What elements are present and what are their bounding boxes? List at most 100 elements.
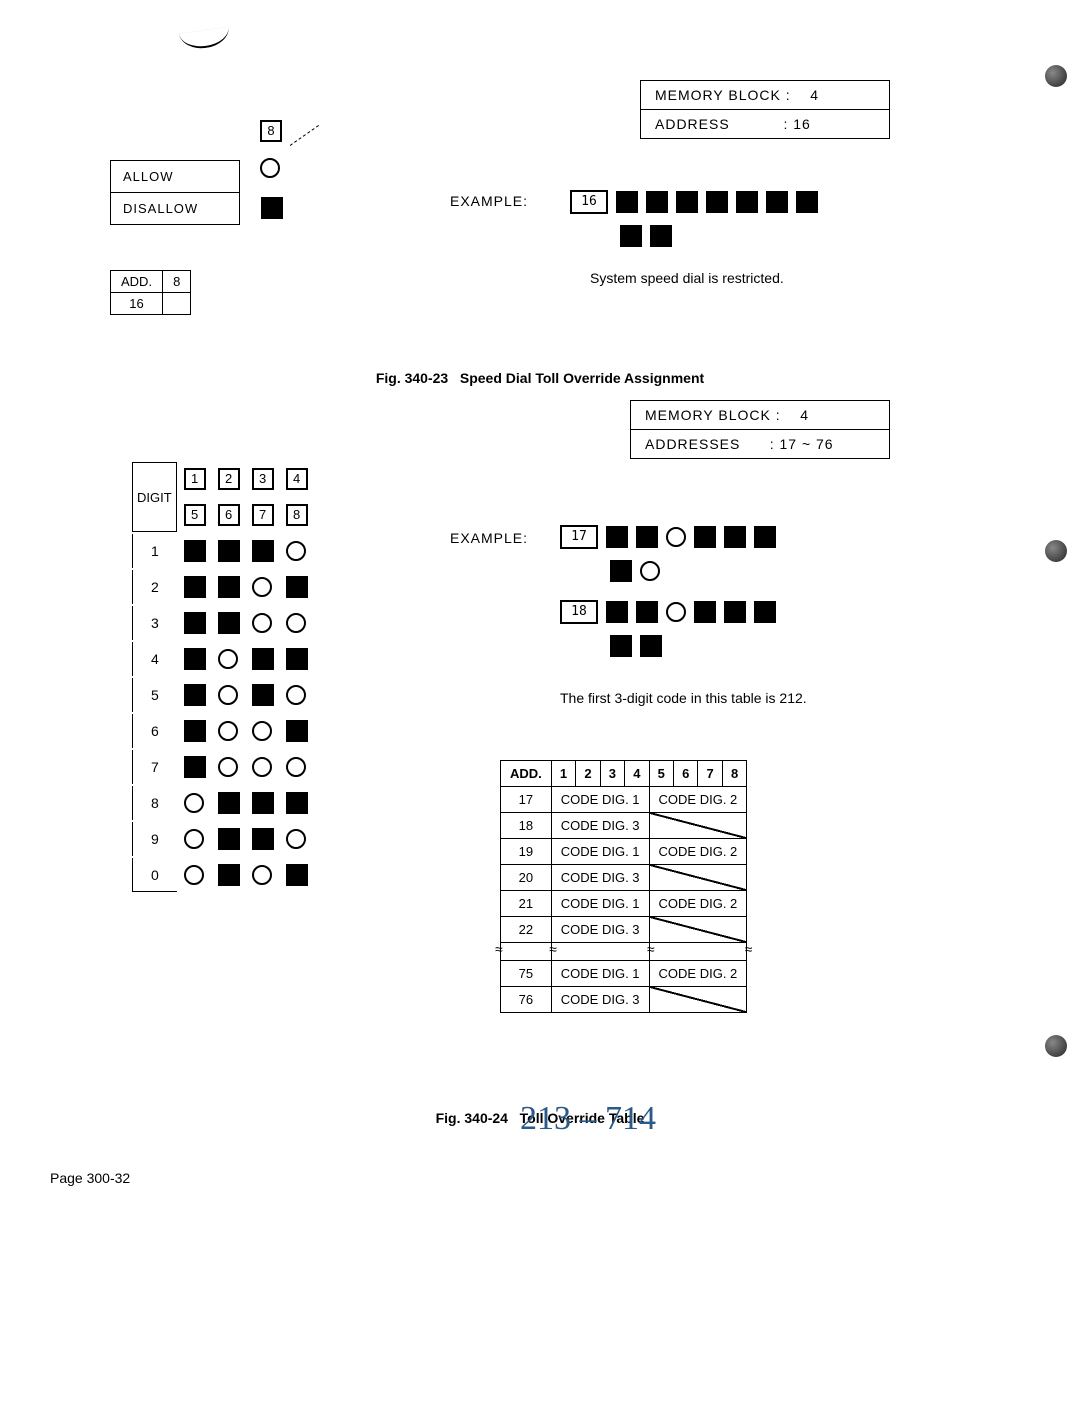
digit-cell <box>179 642 211 676</box>
filled-lamp <box>252 684 274 706</box>
col-num-cell: 2 <box>213 462 245 496</box>
filled-lamp <box>286 864 308 886</box>
digit-cell <box>179 822 211 856</box>
code-right: CODE DIG. 2 <box>649 787 747 813</box>
filled-lamp <box>184 612 206 634</box>
memory-block-row-2: MEMORY BLOCK : 4 <box>631 401 889 430</box>
break-cell: ≈ <box>551 943 649 961</box>
digit-cell <box>213 606 245 640</box>
filled-lamp <box>694 601 716 623</box>
filled-lamp <box>286 648 308 670</box>
digit-cell <box>179 858 211 892</box>
digit-cell <box>247 570 279 604</box>
digit-row-num: 9 <box>132 822 177 856</box>
col-8-box: 8 <box>260 120 282 142</box>
filled-lamp <box>286 792 308 814</box>
figure-340-24: MEMORY BLOCK : 4 ADDRESSES : 17 ~ 76 DIG… <box>50 400 1030 1140</box>
digit-cell <box>247 642 279 676</box>
example-label-2: EXAMPLE: <box>450 530 528 546</box>
caption-1-text: Speed Dial Toll Override Assignment <box>460 370 704 386</box>
ex2-row-b2 <box>610 635 662 657</box>
digit-cell <box>213 786 245 820</box>
digit-cell <box>213 570 245 604</box>
col-8: 8 <box>286 504 308 526</box>
digit-cell <box>247 786 279 820</box>
arrow-mark <box>290 145 330 185</box>
empty-lamp <box>666 602 686 622</box>
code-table-header: 5 <box>649 761 673 787</box>
col-num-cell: 1 <box>179 462 211 496</box>
empty-lamp <box>218 721 238 741</box>
punch-hole <box>1045 540 1067 562</box>
code-add: 20 <box>501 865 552 891</box>
code-table-header: 1 <box>551 761 575 787</box>
filled-lamp <box>218 864 240 886</box>
filled-lamp <box>218 828 240 850</box>
digit-cell <box>247 822 279 856</box>
ex2-row-a: 17 <box>560 525 776 549</box>
filled-lamp <box>610 635 632 657</box>
digit-row-num: 3 <box>132 606 177 640</box>
code-table-header: 4 <box>625 761 649 787</box>
filled-lamp <box>252 792 274 814</box>
empty-lamp <box>252 577 272 597</box>
code-left: CODE DIG. 3 <box>551 917 649 943</box>
digit-cell <box>213 678 245 712</box>
filled-lamp <box>636 526 658 548</box>
lamp <box>646 191 668 213</box>
digit-row-num: 1 <box>132 534 177 568</box>
code-table-header: ADD. <box>501 761 552 787</box>
caption-1-no: Fig. 340-23 <box>376 370 448 386</box>
break-cell: ≈≈ <box>501 943 552 961</box>
digit-cell <box>213 822 245 856</box>
col-num-cell: 3 <box>247 462 279 496</box>
digit-cell <box>247 534 279 568</box>
digit-cell <box>179 714 211 748</box>
digit-cell <box>281 570 313 604</box>
memory-block-label-2: MEMORY BLOCK : <box>645 407 781 423</box>
filled-lamp <box>754 526 776 548</box>
caption-2-no: Fig. 340-24 <box>436 1110 508 1126</box>
example-row-2 <box>620 225 672 247</box>
digit-row-num: 7 <box>132 750 177 784</box>
code-add: 76 <box>501 987 552 1013</box>
code-add: 22 <box>501 917 552 943</box>
digit-cell <box>281 750 313 784</box>
digit-cell <box>281 678 313 712</box>
col-5: 5 <box>184 504 206 526</box>
code-add: 19 <box>501 839 552 865</box>
col-num-cell: 6 <box>213 498 245 532</box>
col-num-cell: 5 <box>179 498 211 532</box>
example-label: EXAMPLE: <box>450 193 528 209</box>
digit-cell <box>179 786 211 820</box>
digit-cell <box>281 606 313 640</box>
lamp <box>706 191 728 213</box>
empty-lamp <box>286 829 306 849</box>
memory-block-box: MEMORY BLOCK : 4 ADDRESS : 16 <box>640 80 890 139</box>
display-18: 18 <box>560 600 598 624</box>
digit-row-num: 4 <box>132 642 177 676</box>
addresses-label: ADDRESSES <box>645 436 740 452</box>
add-header: ADD. <box>111 271 163 293</box>
digit-row-num: 8 <box>132 786 177 820</box>
add-col: 8 <box>163 271 191 293</box>
digit-row-num: 0 <box>132 858 177 892</box>
code-table-header: 2 <box>576 761 600 787</box>
digit-cell <box>281 534 313 568</box>
col-6: 6 <box>218 504 240 526</box>
code-left: CODE DIG. 1 <box>551 961 649 987</box>
restrict-note: System speed dial is restricted. <box>590 270 784 286</box>
col-num-cell: 4 <box>281 462 313 496</box>
filled-lamp <box>636 601 658 623</box>
empty-lamp <box>252 721 272 741</box>
digit-cell <box>281 786 313 820</box>
empty-lamp <box>184 829 204 849</box>
empty-lamp <box>640 561 660 581</box>
digit-cell <box>281 642 313 676</box>
digit-cell <box>179 570 211 604</box>
filled-lamp <box>218 792 240 814</box>
code-right: CODE DIG. 2 <box>649 961 747 987</box>
add-mini-table: ADD.8 16 <box>110 270 191 315</box>
punch-hole <box>1045 1035 1067 1057</box>
filled-lamp <box>184 540 206 562</box>
